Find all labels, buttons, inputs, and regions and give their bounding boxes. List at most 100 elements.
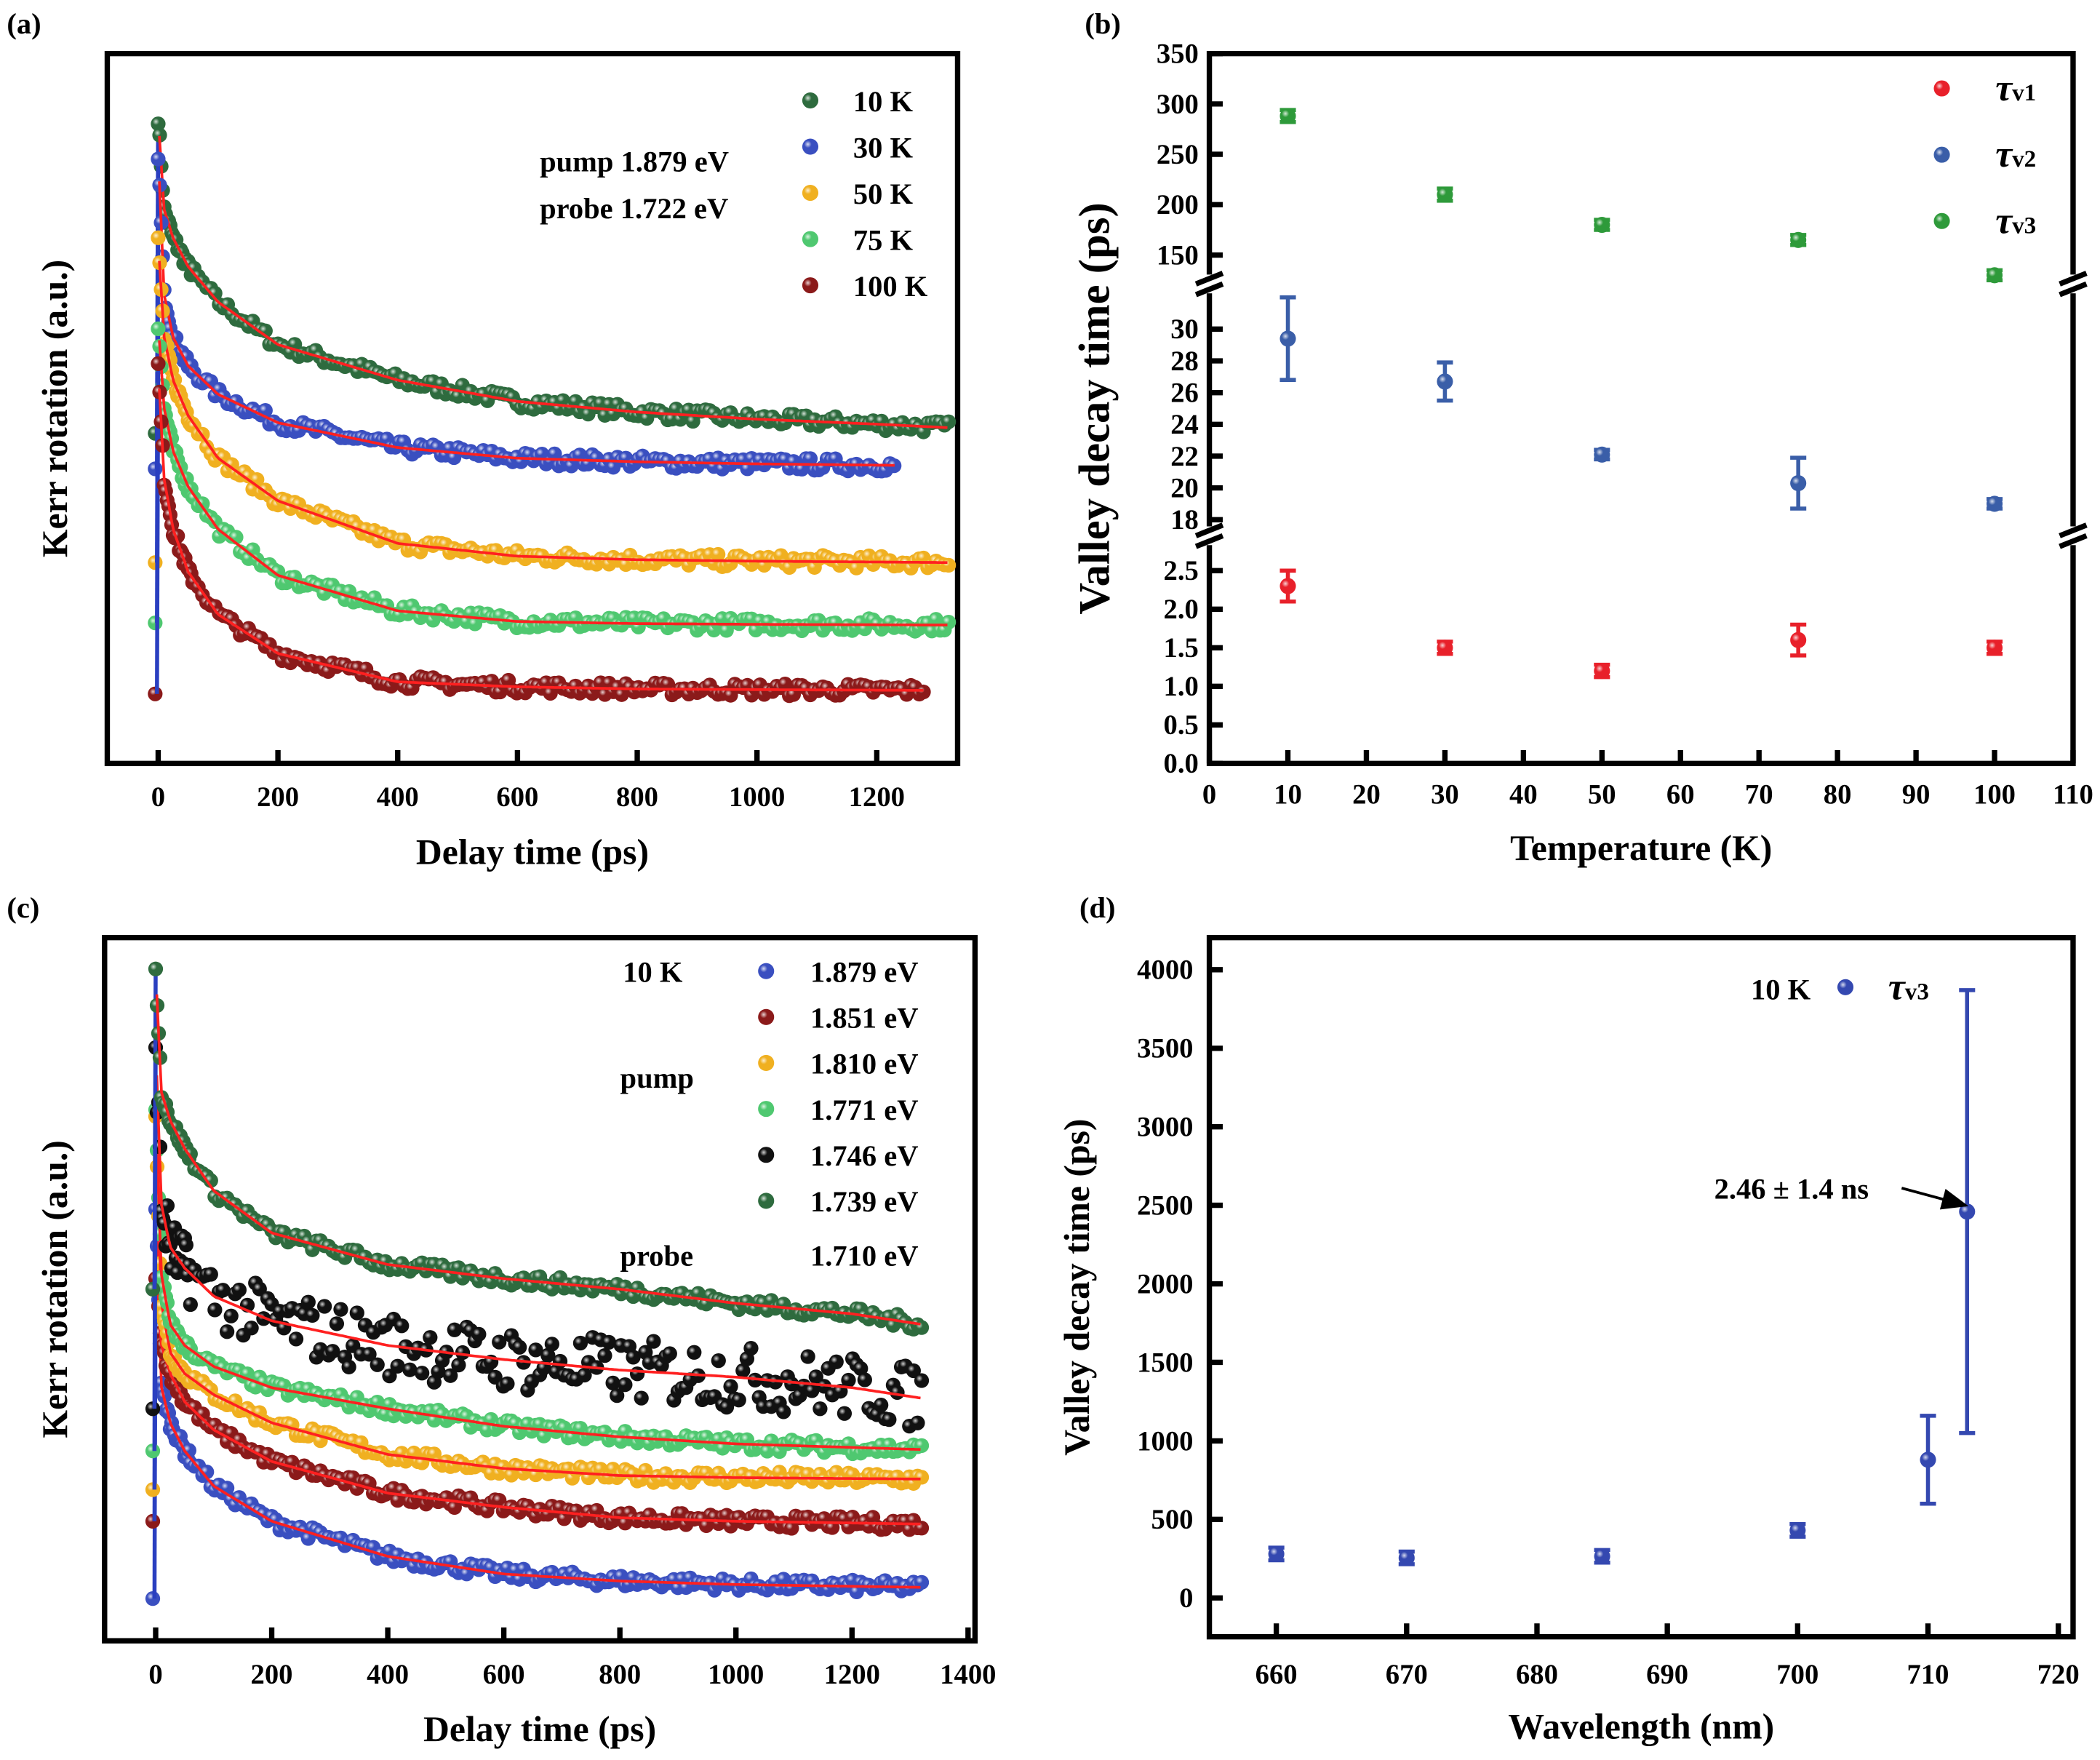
data-point-highlight — [837, 1406, 853, 1421]
x-tick-label: 660 — [1255, 1660, 1298, 1690]
data-point-highlight — [447, 1322, 462, 1337]
legend-marker-highlight — [1933, 212, 1950, 229]
legend-marker-highlight — [758, 1192, 775, 1209]
legend-label: 10 K — [853, 85, 914, 118]
x-tick-label: 1000 — [708, 1660, 764, 1690]
tau-subscript: v2 — [2012, 146, 2036, 172]
data-point-highlight — [199, 1465, 215, 1480]
data-point-highlight — [731, 1393, 746, 1408]
axis-break-mark — [2059, 271, 2088, 287]
legend-label: τv2 — [1995, 134, 2036, 175]
data-point-highlight — [662, 1346, 677, 1361]
data-point-highlight — [1279, 578, 1296, 594]
x-tick-label: 400 — [367, 1660, 409, 1690]
data-point-highlight — [151, 321, 166, 337]
data-point-highlight — [1594, 446, 1610, 463]
data-point-highlight — [1594, 663, 1610, 680]
fit-curve — [158, 389, 924, 692]
x-tick-label: 600 — [496, 782, 538, 813]
legend-label: 75 K — [853, 223, 914, 256]
panel-d: (d)660 670 680 690 700 710 7200500100015002000… — [1057, 891, 2080, 1746]
probe-energy-annotation: 1.710 eV — [810, 1240, 918, 1273]
data-point-highlight — [910, 1415, 925, 1430]
fit-curve — [158, 260, 948, 565]
series-τv3 — [1279, 108, 2003, 284]
data-point-highlight — [841, 1372, 856, 1388]
data-point-highlight — [231, 1282, 247, 1298]
plot-frame — [104, 50, 961, 767]
series-τv2 — [1279, 295, 2003, 512]
legend-label: 1.851 eV — [810, 1002, 918, 1035]
x-tick-label: 0 — [1202, 780, 1216, 811]
data-point-highlight — [711, 546, 726, 562]
legend-marker-highlight — [758, 1008, 775, 1025]
y-axis-label: Valley decay time (ps) — [1071, 202, 1119, 614]
y-tick-label: 0.0 — [1164, 749, 1199, 779]
tau-symbol: τ — [1888, 966, 1907, 1008]
data-point-highlight — [646, 1334, 661, 1349]
data-point-highlight — [916, 684, 931, 700]
fit-curve — [158, 340, 948, 626]
x-tick-label: 1200 — [824, 1660, 880, 1690]
data-point-highlight — [167, 372, 183, 388]
legend-marker-highlight — [1933, 80, 1950, 97]
data-point-highlight — [941, 414, 957, 429]
probe-annotation: probe — [620, 1240, 694, 1273]
y-tick-label: 1000 — [1137, 1426, 1193, 1457]
y-tick-label: 22 — [1170, 442, 1199, 472]
y-tick-label: 2000 — [1137, 1269, 1193, 1299]
data-point-highlight — [305, 1307, 320, 1323]
series-100-K — [148, 356, 931, 704]
data-point-highlight — [802, 451, 818, 466]
x-tick-label: 0 — [148, 1660, 162, 1690]
y-tick-label: 26 — [1170, 378, 1199, 409]
panel-label: (a) — [7, 7, 41, 40]
x-tick-label: 720 — [2037, 1660, 2080, 1690]
data-point-highlight — [329, 1316, 345, 1331]
y-tick-label: 0.5 — [1164, 710, 1199, 741]
data-point-highlight — [1790, 632, 1807, 648]
x-tick-label: 680 — [1516, 1660, 1558, 1690]
x-tick-label: 200 — [251, 1660, 293, 1690]
x-tick-label: 400 — [377, 782, 419, 813]
data-point-highlight — [914, 1470, 930, 1485]
plot-frame — [1206, 934, 2076, 1640]
tau-symbol: τ — [1995, 134, 2013, 175]
plot-frame — [1206, 50, 2076, 767]
x-tick-label: 10 — [1274, 780, 1302, 811]
y-tick-label: 300 — [1157, 89, 1199, 120]
panel-label: (b) — [1085, 7, 1121, 40]
legend-label: 30 K — [853, 131, 914, 164]
data-point-highlight — [1986, 267, 2003, 284]
y-tick-label: 150 — [1157, 240, 1199, 271]
panel-label: (c) — [7, 891, 39, 924]
x-tick-label: 90 — [1902, 780, 1931, 811]
data-point-highlight — [778, 676, 793, 692]
y-tick-label: 1500 — [1137, 1347, 1193, 1378]
x-tick-label: 690 — [1646, 1660, 1688, 1690]
legend-label: 50 K — [853, 178, 914, 210]
panel-b: (b)0 10 20 30 40 50 60 70 80 90 100 1100.00.51.01.5… — [1071, 7, 2093, 868]
x-tick-label: 20 — [1352, 780, 1381, 811]
data-point-highlight — [207, 285, 223, 301]
data-point-highlight — [941, 615, 957, 630]
data-point-highlight — [151, 116, 166, 132]
y-tick-label: 350 — [1157, 39, 1199, 70]
y-tick-label: 1.5 — [1164, 633, 1199, 664]
series-1.879-eV — [145, 1202, 930, 1606]
data-point-highlight — [183, 1297, 198, 1313]
x-tick-label: 700 — [1776, 1660, 1818, 1690]
data-point-highlight — [1279, 108, 1296, 124]
data-point-highlight — [544, 1337, 559, 1352]
x-tick-label: 800 — [599, 1660, 641, 1690]
x-tick-label: 0 — [151, 782, 165, 813]
axis-break-mark — [2059, 281, 2088, 298]
x-tick-label: 110 — [2053, 780, 2093, 811]
data-point-highlight — [178, 1237, 194, 1253]
legend-label: 1.879 eV — [810, 955, 918, 988]
data-point-highlight — [207, 1302, 223, 1318]
legend-marker-highlight — [758, 1101, 775, 1118]
temperature-annotation: 10 K — [623, 955, 683, 988]
data-point-highlight — [577, 1367, 592, 1383]
